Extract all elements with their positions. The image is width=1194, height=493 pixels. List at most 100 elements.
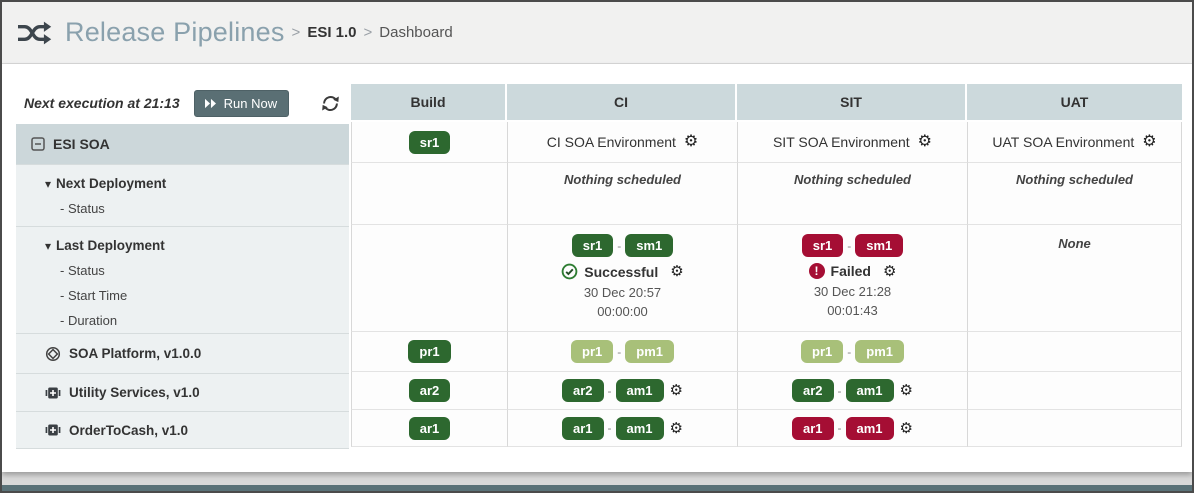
stage-grid: Build CI SIT UAT sr1 CI SOA Environment … xyxy=(351,84,1182,449)
last-deployment-sub-start-time: - Start Time xyxy=(60,288,128,303)
component-row-soa-platform[interactable]: SOA Platform, v1.0.0 xyxy=(16,334,349,374)
badge-separator: - xyxy=(847,344,852,359)
breadcrumb-separator: > xyxy=(363,24,373,41)
release-badge[interactable]: ar1 xyxy=(561,416,604,440)
release-badge[interactable]: pr1 xyxy=(571,340,614,363)
last-deployment-label: ▾ Last Deployment xyxy=(45,238,165,253)
gear-icon[interactable]: ⚙ xyxy=(899,382,913,399)
start-time: 30 Dec 21:28 xyxy=(813,284,892,299)
ci-environment-cell: CI SOA Environment ⚙ xyxy=(507,122,737,163)
build-badge[interactable]: ar1 xyxy=(408,416,451,440)
gear-icon[interactable]: ⚙ xyxy=(899,419,913,437)
sit-last-deployment-cell: sr1 - sm1 ! Failed ⚙ 30 Dec 21:28 00:01:… xyxy=(737,225,967,332)
ci-environment-name: CI SOA Environment xyxy=(546,134,676,150)
gear-icon[interactable]: ⚙ xyxy=(883,262,897,280)
release-badge[interactable]: pr1 xyxy=(801,340,844,363)
application-icon xyxy=(45,387,61,398)
build-soa-platform-cell: pr1 xyxy=(351,332,507,372)
column-header-ci: CI xyxy=(507,84,737,122)
last-deployment-sub-status: - Status xyxy=(60,263,105,278)
pipeline-board: Next execution at 21:13 Run Now xyxy=(16,84,1182,449)
uat-environment-name: UAT SOA Environment xyxy=(992,134,1135,150)
uat-soa-platform-cell xyxy=(967,332,1182,372)
next-deployment-label: ▾ Next Deployment xyxy=(45,176,167,191)
release-badge[interactable]: ar2 xyxy=(561,379,604,402)
gear-icon[interactable]: ⚙ xyxy=(917,133,933,150)
badge-separator: - xyxy=(617,344,622,359)
none-label: None xyxy=(1058,236,1091,251)
build-badge[interactable]: pr1 xyxy=(408,340,451,363)
build-ordertocash-cell: ar1 xyxy=(351,410,507,447)
uat-utility-services-cell xyxy=(967,372,1182,410)
build-utility-services-cell: ar2 xyxy=(351,372,507,410)
release-badge[interactable]: ar1 xyxy=(791,416,834,440)
dashboard-card: Next execution at 21:13 Run Now xyxy=(2,64,1192,472)
manifest-badge[interactable]: pm1 xyxy=(625,340,674,363)
column-header-uat: UAT xyxy=(967,84,1182,122)
manifest-badge[interactable]: sm1 xyxy=(625,234,674,257)
badge-separator: - xyxy=(617,238,622,253)
next-deployment-sub-status: - Status xyxy=(60,201,105,216)
component-row-ordertocash[interactable]: OrderToCash, v1.0 xyxy=(16,412,349,449)
ci-soa-platform-cell: pr1 - pm1 xyxy=(507,332,737,372)
pipeline-row-esi-soa[interactable]: ESI SOA xyxy=(16,124,349,165)
component-name: Utility Services, v1.0 xyxy=(69,385,200,400)
manifest-badge[interactable]: pm1 xyxy=(855,340,904,363)
refresh-button[interactable] xyxy=(320,93,341,114)
gear-icon[interactable]: ⚙ xyxy=(1142,133,1157,150)
nothing-scheduled-label: Nothing scheduled xyxy=(1016,172,1133,187)
release-badge[interactable]: ar2 xyxy=(791,379,834,402)
collapse-icon[interactable] xyxy=(31,137,45,151)
refresh-icon xyxy=(322,95,339,111)
build-last-deployment-cell xyxy=(351,225,507,332)
badge-separator: - xyxy=(607,421,612,435)
build-pipeline-cell: sr1 xyxy=(351,122,507,163)
success-icon xyxy=(561,263,578,280)
manifest-badge[interactable]: am1 xyxy=(845,379,894,402)
breadcrumb-separator: > xyxy=(291,24,301,41)
gear-icon[interactable]: ⚙ xyxy=(670,263,684,280)
breadcrumb-page: Dashboard xyxy=(379,24,453,41)
next-execution-label: Next execution at 21:13 xyxy=(24,95,180,111)
start-time: 30 Dec 20:57 xyxy=(583,285,662,300)
platform-icon xyxy=(45,346,61,361)
release-badge[interactable]: sr1 xyxy=(571,234,614,257)
next-deployment-group[interactable]: ▾ Next Deployment - Status xyxy=(16,165,349,227)
build-next-deployment-cell xyxy=(351,163,507,225)
badge-separator: - xyxy=(847,238,852,253)
caret-down-icon[interactable]: ▾ xyxy=(45,177,52,191)
manifest-badge[interactable]: am1 xyxy=(615,416,664,440)
pipeline-name: ESI SOA xyxy=(53,136,110,152)
duration: 00:01:43 xyxy=(827,303,878,318)
column-header-build: Build xyxy=(351,84,507,122)
release-badge[interactable]: sr1 xyxy=(801,234,844,257)
component-name: SOA Platform, v1.0.0 xyxy=(69,346,202,361)
gear-icon[interactable]: ⚙ xyxy=(669,419,683,437)
component-row-utility-services[interactable]: Utility Services, v1.0 xyxy=(16,374,349,412)
run-now-button[interactable]: Run Now xyxy=(193,89,290,117)
pipeline-tree-panel: Next execution at 21:13 Run Now xyxy=(16,84,349,449)
caret-down-icon[interactable]: ▾ xyxy=(45,239,52,253)
gear-icon[interactable]: ⚙ xyxy=(669,382,683,399)
ci-last-deployment-cell: sr1 - sm1 Successful ⚙ 30 Dec xyxy=(507,225,737,332)
manifest-badge[interactable]: sm1 xyxy=(855,234,904,257)
deployment-status: Successful xyxy=(584,263,659,280)
fast-forward-icon xyxy=(204,98,216,108)
uat-environment-cell: UAT SOA Environment ⚙ xyxy=(967,122,1182,163)
shuffle-icon xyxy=(18,21,52,44)
sit-environment-name: SIT SOA Environment xyxy=(772,134,910,150)
breadcrumb-pipeline[interactable]: ESI 1.0 xyxy=(307,24,357,41)
last-deployment-group[interactable]: ▾ Last Deployment - Status - Start Time -… xyxy=(16,227,349,334)
badge-separator: - xyxy=(837,421,842,435)
manifest-badge[interactable]: am1 xyxy=(845,416,894,440)
deployment-status: Failed xyxy=(830,263,871,279)
build-badge[interactable]: sr1 xyxy=(408,130,451,154)
titlebar: Release Pipelines > ESI 1.0 > Dashboard xyxy=(2,2,1192,64)
sit-utility-services-cell: ar2 - am1 ⚙ xyxy=(737,372,967,410)
application-icon xyxy=(45,424,61,436)
uat-next-deployment-cell: Nothing scheduled xyxy=(967,163,1182,225)
gear-icon[interactable]: ⚙ xyxy=(683,133,699,150)
manifest-badge[interactable]: am1 xyxy=(615,379,664,402)
build-badge[interactable]: ar2 xyxy=(408,379,451,402)
